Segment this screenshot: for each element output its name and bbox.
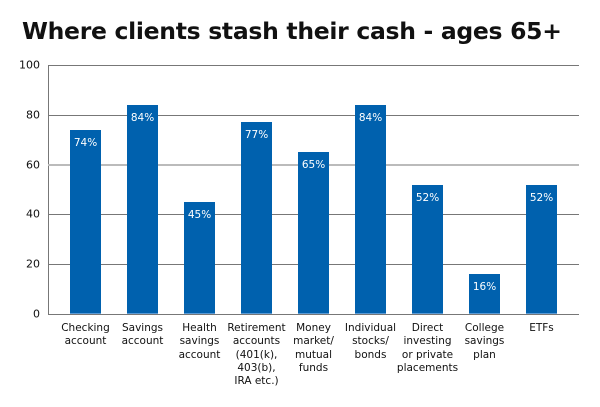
bar-value-label: 74% — [73, 136, 98, 149]
bar-9: 52% — [526, 184, 557, 314]
bar-4: 77% — [241, 122, 272, 314]
x-tick-label: Checking account — [61, 322, 110, 348]
x-tick-label: Money market/mutual funds — [293, 322, 334, 374]
x-tick-label: Retirement accounts (401(k), 403(b), IRA etc… — [227, 322, 286, 388]
y-tick-label: 60 — [26, 158, 40, 172]
plot-area: 74% 84% 45% 77% 65% 84% 52% 16% 52% — [48, 65, 579, 315]
bar-2: 84% — [127, 104, 158, 314]
bar-7: 52% — [412, 184, 443, 314]
x-tick-label: College savings plan — [464, 322, 505, 361]
bar-6: 84% — [355, 104, 386, 314]
gridline-80 — [48, 114, 579, 116]
x-tick-label: Individual stocks/bonds — [344, 322, 397, 361]
x-tick-label: Health savings account — [178, 322, 221, 361]
chart-title: Where clients stash their cash - ages 65… — [22, 17, 562, 45]
bar-8: 16% — [469, 274, 500, 314]
gridline-100 — [48, 65, 579, 66]
y-tick-label: 100 — [19, 58, 40, 72]
bar-value-label: 84% — [358, 111, 383, 124]
y-tick-label: 0 — [33, 307, 40, 321]
x-tick-label: Direct investing or private placements — [396, 322, 459, 374]
y-tick-label: 20 — [26, 257, 40, 271]
bar-5: 65% — [298, 152, 329, 314]
y-tick-label: 80 — [26, 108, 40, 122]
y-axis-line — [48, 65, 49, 314]
bar-3: 45% — [184, 201, 215, 314]
bar-value-label: 45% — [187, 208, 212, 221]
bar-value-label: 16% — [472, 281, 497, 294]
bar-value-label: 52% — [415, 191, 440, 204]
bar-value-label: 52% — [529, 191, 554, 204]
bar-value-label: 84% — [130, 111, 155, 124]
x-tick-label: Savings account — [121, 322, 164, 348]
y-tick-label: 40 — [26, 207, 40, 221]
gridline-0 — [48, 314, 579, 315]
x-tick-label: ETFs — [529, 322, 554, 334]
bar-1: 74% — [70, 129, 101, 314]
bar-value-label: 65% — [301, 159, 326, 172]
bar-value-label: 77% — [244, 129, 269, 142]
